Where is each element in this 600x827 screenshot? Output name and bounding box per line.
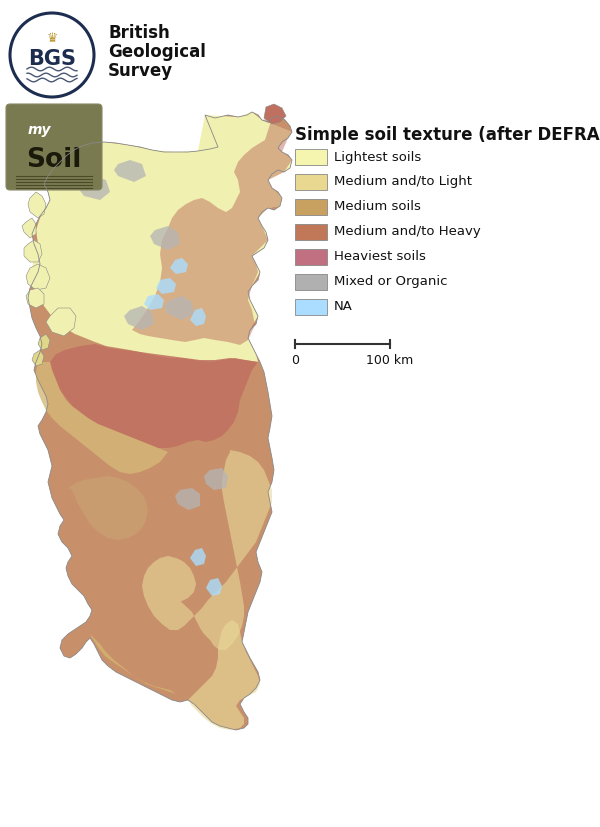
Polygon shape xyxy=(32,112,292,362)
Polygon shape xyxy=(90,634,188,700)
Polygon shape xyxy=(190,308,206,326)
Polygon shape xyxy=(175,488,200,510)
Polygon shape xyxy=(78,176,110,200)
FancyBboxPatch shape xyxy=(6,104,102,190)
Text: Geological: Geological xyxy=(108,43,206,61)
Polygon shape xyxy=(38,334,50,350)
Bar xyxy=(295,199,327,215)
Polygon shape xyxy=(190,548,206,566)
Polygon shape xyxy=(132,118,292,345)
Text: Medium and/to Light: Medium and/to Light xyxy=(334,175,472,189)
Text: Soil: Soil xyxy=(26,147,82,173)
Text: 100 km: 100 km xyxy=(367,354,413,367)
Bar xyxy=(295,224,327,240)
Text: Survey: Survey xyxy=(108,62,173,80)
Polygon shape xyxy=(22,218,36,238)
Text: Heaviest soils: Heaviest soils xyxy=(334,251,426,264)
Polygon shape xyxy=(66,476,148,540)
Polygon shape xyxy=(156,278,176,294)
Polygon shape xyxy=(170,258,188,274)
Polygon shape xyxy=(188,620,260,730)
Polygon shape xyxy=(28,112,292,730)
Text: ♛: ♛ xyxy=(46,32,58,45)
Polygon shape xyxy=(144,294,164,310)
Polygon shape xyxy=(26,264,50,290)
Polygon shape xyxy=(46,308,76,336)
Polygon shape xyxy=(164,296,194,320)
Text: Lightest soils: Lightest soils xyxy=(334,151,421,164)
Text: NA: NA xyxy=(334,300,353,313)
Bar xyxy=(295,174,327,190)
Text: 0: 0 xyxy=(291,354,299,367)
Polygon shape xyxy=(32,350,44,366)
Polygon shape xyxy=(206,578,222,596)
Text: British: British xyxy=(108,24,170,42)
Text: my: my xyxy=(28,123,52,137)
Text: Medium soils: Medium soils xyxy=(334,200,421,213)
Polygon shape xyxy=(26,288,44,308)
Text: Medium and/to Heavy: Medium and/to Heavy xyxy=(334,226,481,238)
Polygon shape xyxy=(28,192,46,218)
Polygon shape xyxy=(24,240,42,262)
Text: Simple soil texture (after DEFRA): Simple soil texture (after DEFRA) xyxy=(295,126,600,144)
Bar xyxy=(295,249,327,265)
Polygon shape xyxy=(50,344,258,448)
Polygon shape xyxy=(36,362,168,474)
Bar xyxy=(295,274,327,290)
Bar xyxy=(295,149,327,165)
Bar xyxy=(295,299,327,315)
Polygon shape xyxy=(142,450,272,650)
Text: BGS: BGS xyxy=(28,49,76,69)
Polygon shape xyxy=(264,104,286,124)
Text: Mixed or Organic: Mixed or Organic xyxy=(334,275,448,289)
Polygon shape xyxy=(124,306,154,330)
Polygon shape xyxy=(150,226,180,250)
Polygon shape xyxy=(204,468,228,490)
Polygon shape xyxy=(114,160,146,182)
